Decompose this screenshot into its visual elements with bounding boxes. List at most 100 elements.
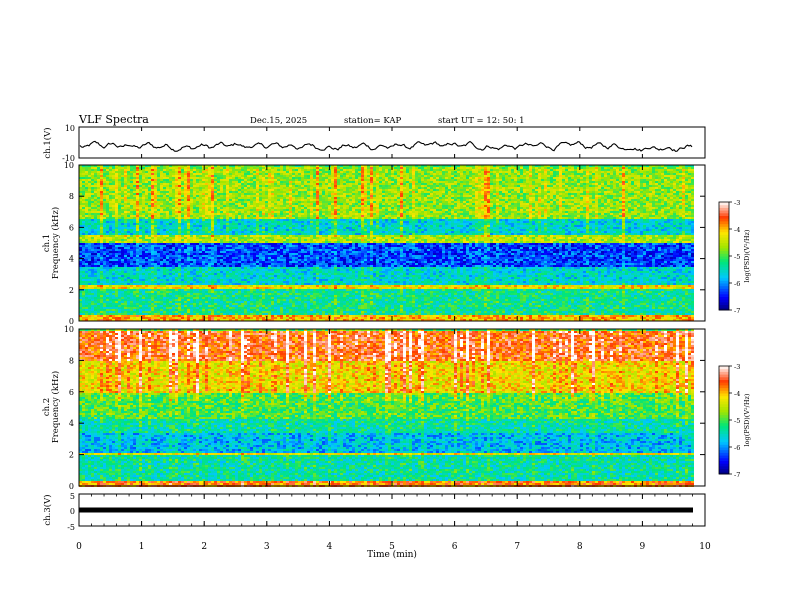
spectrogram-cell [109, 233, 112, 235]
spectrogram-cell [88, 193, 91, 195]
spectrogram-cell [85, 205, 88, 207]
spectrogram-cell [85, 311, 88, 313]
spectrogram-cell [103, 309, 106, 311]
spectrogram-cell [88, 223, 91, 225]
spectrogram-cell [112, 277, 115, 279]
spectrogram-cell [94, 287, 97, 289]
spectrogram-cell [112, 261, 115, 263]
spectrogram-cell [97, 305, 100, 307]
spectrogram-cell [106, 179, 109, 181]
spectrogram-cell [112, 273, 115, 275]
spectrogram-cell [82, 311, 85, 313]
spectrogram-cell [112, 283, 115, 285]
spectrogram-cell [94, 237, 97, 239]
spectrogram-cell [121, 183, 124, 185]
spectrogram-cell [112, 307, 115, 309]
spectrogram-cell [106, 317, 109, 319]
spectrogram-cell [106, 235, 109, 237]
spectrogram-cell [97, 173, 100, 175]
spectrogram-cell [121, 207, 124, 209]
spectrogram-cell [112, 293, 115, 295]
spectrogram-cell [100, 207, 103, 209]
spectrogram-cell [85, 239, 88, 241]
spectrogram-cell [121, 217, 124, 219]
spectrogram-cell [94, 249, 97, 251]
spectrogram-cell [88, 259, 91, 261]
spectrogram-cell [94, 197, 97, 199]
spectrogram-cell [103, 239, 106, 241]
spectrogram-cell [88, 173, 91, 175]
spectrogram-cell [109, 231, 112, 233]
spectrogram-cell [94, 239, 97, 241]
spectrogram-cell [115, 313, 118, 315]
spectrogram-cell [115, 307, 118, 309]
spectrogram-cell [118, 235, 121, 237]
spectrogram-cell [100, 201, 103, 203]
spectrogram-cell [100, 249, 103, 251]
ch1-waveform-panel: 10 -10 ch.1(V) [42, 124, 705, 163]
spectrogram-cell [112, 223, 115, 225]
spectrogram-cell [109, 175, 112, 177]
spectrogram-cell [121, 225, 124, 227]
spectrogram-cell [97, 271, 100, 273]
spectrogram-cell [112, 177, 115, 179]
spectrogram-cell [88, 281, 91, 283]
spectrogram-cell [97, 291, 100, 293]
spectrogram-cell [82, 313, 85, 315]
spectrogram-cell [118, 207, 121, 209]
spectrogram-cell [100, 193, 103, 195]
spectrogram-cell [115, 237, 118, 239]
spectrogram-cell [109, 225, 112, 227]
spectrogram-cell [88, 227, 91, 229]
spectrogram-cell [106, 241, 109, 243]
spectrogram-cell [88, 229, 91, 231]
spectrogram-cell [112, 271, 115, 273]
spectrogram-cell [103, 171, 106, 173]
spectrogram-cell [94, 169, 97, 171]
spectrogram-cell [94, 293, 97, 295]
spectrogram-cell [97, 233, 100, 235]
spectrogram-cell [97, 313, 100, 315]
spectrogram-cell [115, 283, 118, 285]
spectrogram-cell [97, 249, 100, 251]
spectrogram-cell [100, 219, 103, 221]
spectrogram-cell [94, 301, 97, 303]
spectrogram-cell [85, 219, 88, 221]
spectrogram-cell [115, 171, 118, 173]
date-label: Dec.15, 2025 [250, 116, 307, 126]
spectrogram-cell [100, 277, 103, 279]
spectrogram-cell [82, 299, 85, 301]
spectrogram-cell [103, 241, 106, 243]
spectrogram-cell [97, 227, 100, 229]
spectrogram-cell [112, 179, 115, 181]
spectrogram-cell [97, 203, 100, 205]
spectrogram-cell [106, 277, 109, 279]
spectrogram-cell [94, 255, 97, 257]
spectrogram-cell [100, 195, 103, 197]
spectrogram-cell [94, 267, 97, 269]
spectrogram-cell [103, 175, 106, 177]
spectrogram-cell [88, 239, 91, 241]
spectrogram-cell [112, 221, 115, 223]
spectrogram-cell [100, 231, 103, 233]
spectrogram-cell [118, 253, 121, 255]
spectrogram-cell [106, 297, 109, 299]
spectrogram-cell [85, 197, 88, 199]
spectrogram-cell [88, 265, 91, 267]
spectrogram-cell [82, 239, 85, 241]
spectrogram-cell [94, 183, 97, 185]
spectrogram-cell [103, 301, 106, 303]
spectrogram-cell [97, 279, 100, 281]
spectrogram-cell [115, 315, 118, 317]
spectrogram-cell [109, 249, 112, 251]
spectrogram-cell [103, 289, 106, 291]
spectrogram-cell [88, 203, 91, 205]
spectrogram-cell [82, 187, 85, 189]
spectrogram-cell [85, 263, 88, 265]
spectrogram-cell [97, 287, 100, 289]
spectrogram-cell [109, 207, 112, 209]
spectrogram-cell [109, 237, 112, 239]
spectrogram-cell [94, 251, 97, 253]
spectrogram-cell [85, 233, 88, 235]
spectrogram-cell [118, 183, 121, 185]
